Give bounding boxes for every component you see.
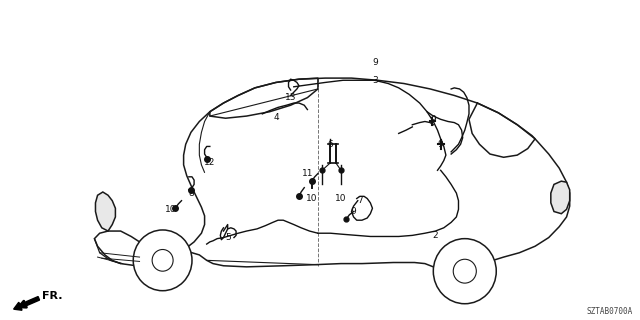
Text: 5: 5 [225,233,230,242]
Text: 13: 13 [285,93,296,102]
Text: 8: 8 [188,188,194,197]
Circle shape [133,230,192,291]
Text: 7: 7 [357,196,363,205]
Text: 10: 10 [306,194,317,203]
Text: 3: 3 [372,76,378,85]
Text: 9: 9 [372,59,378,68]
Text: 10: 10 [165,205,177,214]
Text: 6: 6 [328,140,333,149]
Text: 9: 9 [438,140,444,149]
Text: FR.: FR. [42,291,63,301]
Text: 9: 9 [351,207,356,216]
Circle shape [433,239,496,304]
Text: 11: 11 [301,169,313,178]
Polygon shape [95,192,115,231]
Polygon shape [551,181,570,214]
Text: 2: 2 [433,231,438,240]
Text: 12: 12 [204,158,216,167]
Polygon shape [95,78,570,279]
Text: 10: 10 [335,194,347,203]
FancyArrow shape [13,297,40,310]
Text: SZTAB0700A: SZTAB0700A [586,307,633,316]
Text: 9: 9 [431,115,436,124]
Circle shape [152,250,173,271]
Circle shape [453,259,476,283]
Text: 4: 4 [273,113,279,122]
